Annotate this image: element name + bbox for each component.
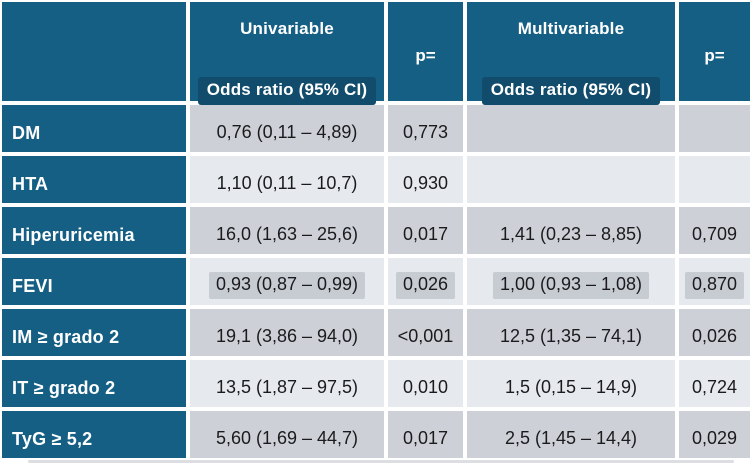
univariable-subtitle: Odds ratio (95% CI)	[197, 77, 377, 105]
multi-p-cell: 0,026	[679, 309, 750, 356]
highlighted-value: 0,93 (0,87 – 0,99)	[208, 272, 366, 299]
multi-p-cell: 0,709	[679, 207, 750, 254]
highlighted-value: 0,870	[684, 272, 745, 299]
row-label-fevi: FEVI	[2, 258, 186, 305]
uni-p-cell: 0,026	[388, 258, 463, 305]
row-label-dm: DM	[2, 105, 186, 152]
univariable-header-cell: Univariable Odds ratio (95% CI)	[190, 2, 384, 105]
row-label-hta: HTA	[2, 156, 186, 203]
univariable-p-header-cell: p=	[388, 2, 463, 101]
row-label-im-grado-2: IM ≥ grado 2	[2, 309, 186, 356]
uni-p-cell: <0,001	[388, 309, 463, 356]
highlighted-value: 1,00 (0,93 – 1,08)	[492, 272, 650, 299]
multivariable-subtitle: Odds ratio (95% CI)	[481, 77, 661, 105]
multi-or-cell	[467, 105, 675, 152]
table-corner-cell	[2, 2, 186, 101]
multi-or-cell	[467, 156, 675, 203]
multi-p-cell	[679, 156, 750, 203]
multi-p-cell	[679, 105, 750, 152]
uni-or-cell: 0,76 (0,11 – 4,89)	[190, 105, 384, 152]
multivariable-title: Multivariable	[517, 19, 625, 38]
multivariable-header-cell: Multivariable Odds ratio (95% CI)	[467, 2, 675, 105]
uni-or-cell: 13,5 (1,87 – 97,5)	[190, 360, 384, 407]
multi-p-cell: 0,724	[679, 360, 750, 407]
univariable-title: Univariable	[240, 19, 334, 38]
uni-p-cell: 0,017	[388, 207, 463, 254]
uni-or-cell: 5,60 (1,69 – 44,7)	[190, 411, 384, 458]
uni-p-cell: 0,930	[388, 156, 463, 203]
multi-p-cell: 0,870	[679, 258, 750, 305]
multivariable-p-header-cell: p=	[679, 2, 750, 101]
highlighted-value: 0,026	[395, 272, 456, 299]
uni-p-cell: 0,773	[388, 105, 463, 152]
multi-or-cell: 1,00 (0,93 – 1,08)	[467, 258, 675, 305]
uni-p-cell: 0,017	[388, 411, 463, 458]
odds-ratio-table: Univariable Odds ratio (95% CI) p= Multi…	[2, 2, 750, 458]
row-label-tyg: TyG ≥ 5,2	[2, 411, 186, 458]
multi-or-cell: 1,5 (0,15 – 14,9)	[467, 360, 675, 407]
table-shadow	[28, 460, 734, 463]
uni-or-cell: 19,1 (3,86 – 94,0)	[190, 309, 384, 356]
uni-or-cell: 16,0 (1,63 – 25,6)	[190, 207, 384, 254]
multi-or-cell: 12,5 (1,35 – 74,1)	[467, 309, 675, 356]
uni-or-cell: 0,93 (0,87 – 0,99)	[190, 258, 384, 305]
row-label-hiperuricemia: Hiperuricemia	[2, 207, 186, 254]
multi-p-cell: 0,029	[679, 411, 750, 458]
row-label-it-grado-2: IT ≥ grado 2	[2, 360, 186, 407]
multi-or-cell: 2,5 (1,45 – 14,4)	[467, 411, 675, 458]
uni-p-cell: 0,010	[388, 360, 463, 407]
uni-or-cell: 1,10 (0,11 – 10,7)	[190, 156, 384, 203]
multi-or-cell: 1,41 (0,23 – 8,85)	[467, 207, 675, 254]
